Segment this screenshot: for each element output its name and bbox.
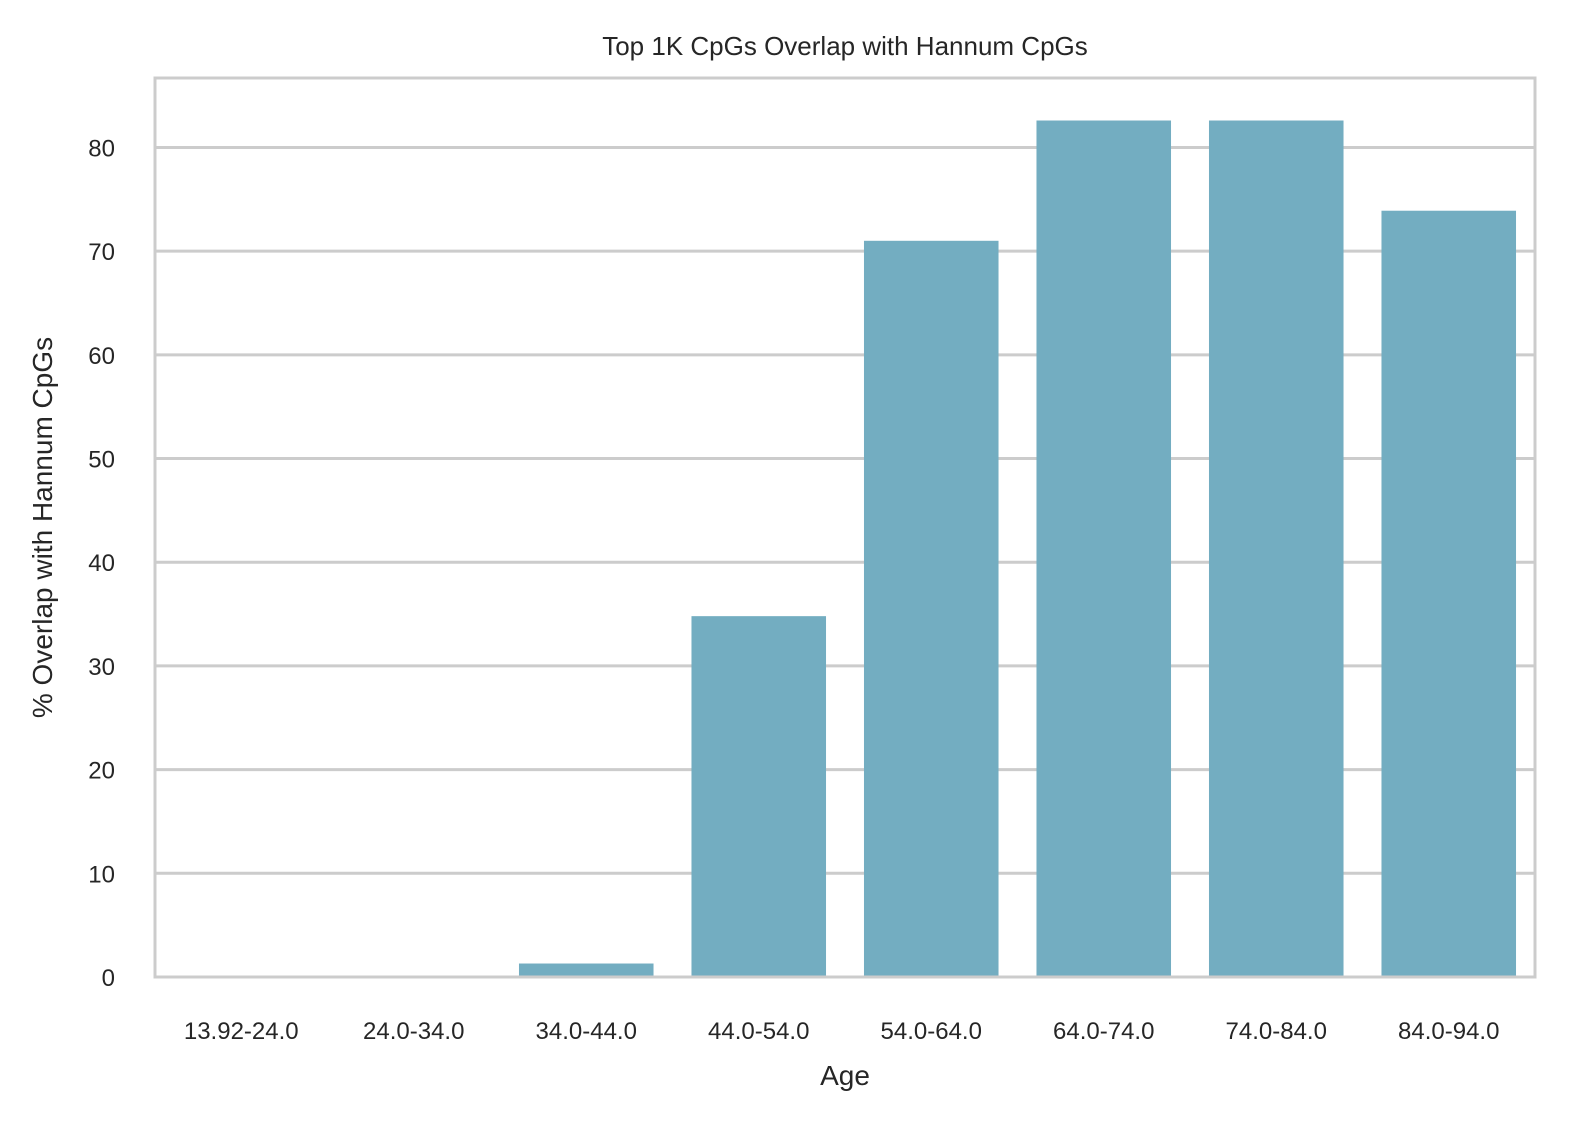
x-tick-label: 64.0-74.0 (1053, 1018, 1154, 1045)
y-tick-label: 80 (88, 135, 115, 162)
bars (518, 120, 1517, 978)
bar (1381, 210, 1517, 977)
x-tick-label: 84.0-94.0 (1398, 1018, 1499, 1045)
y-tick-label: 60 (88, 343, 115, 370)
x-tick-label: 34.0-44.0 (536, 1018, 637, 1045)
x-axis-label: Age (820, 1060, 870, 1091)
y-tick-label: 40 (88, 550, 115, 577)
chart-title: Top 1K CpGs Overlap with Hannum CpGs (602, 31, 1088, 61)
y-tick-label: 20 (88, 758, 115, 785)
y-tick-label: 30 (88, 654, 115, 681)
bar (691, 616, 827, 977)
y-tick-label: 50 (88, 447, 115, 474)
x-tick-label: 44.0-54.0 (708, 1018, 809, 1045)
x-tick-label: 24.0-34.0 (363, 1018, 464, 1045)
x-tick-labels: 13.92-24.0 24.0-34.0 34.0-44.0 44.0-54.0 54.… (184, 1018, 1500, 1045)
y-tick-label: 0 (102, 965, 115, 992)
x-tick-label: 13.92-24.0 (184, 1018, 299, 1045)
y-tick-labels: 0 10 20 30 40 50 60 70 80 (88, 135, 115, 992)
y-tick-label: 70 (88, 239, 115, 266)
grid-lines (155, 145, 1535, 979)
bar (1208, 120, 1344, 978)
plot-frame (153, 76, 1537, 979)
bar (863, 240, 999, 978)
bar (1036, 120, 1172, 978)
x-tick-label: 74.0-84.0 (1226, 1018, 1327, 1045)
y-tick-label: 10 (88, 861, 115, 888)
x-tick-label: 54.0-64.0 (881, 1018, 982, 1045)
bar (518, 963, 654, 977)
y-axis-label: % Overlap with Hannum CpGs (27, 337, 58, 718)
